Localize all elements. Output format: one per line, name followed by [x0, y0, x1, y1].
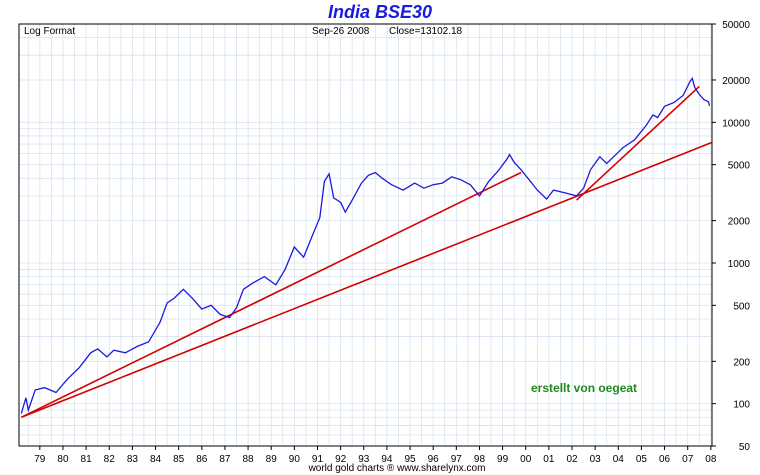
date-label: Sep-26 2008: [312, 26, 370, 37]
x-tick-label: 92: [335, 454, 347, 465]
y-tick-label: 10000: [722, 118, 750, 129]
x-tick-label: 07: [682, 454, 694, 465]
x-tick-label: 88: [243, 454, 255, 465]
price-series-line: [20, 77, 711, 414]
x-tick-label: 80: [57, 454, 69, 465]
x-tick-label: 86: [196, 454, 208, 465]
x-tick-label: 06: [659, 454, 671, 465]
trend-line: [21, 141, 713, 419]
x-tick-label: 85: [173, 454, 185, 465]
close-label: Close=13102.18: [389, 26, 463, 37]
y-tick-label: 500: [733, 301, 750, 312]
trendlines: [20, 85, 713, 419]
x-tick-label: 90: [289, 454, 301, 465]
x-tick-label: 84: [150, 454, 162, 465]
x-tick-label: 00: [520, 454, 532, 465]
y-tick-label: 50: [739, 442, 751, 453]
y-tick-label: 50000: [722, 20, 750, 31]
x-tick-label: 03: [590, 454, 602, 465]
x-tick-label: 82: [104, 454, 116, 465]
y-tick-label: 100: [733, 400, 750, 411]
chart-title: India BSE30: [328, 2, 432, 22]
x-tick-label: 08: [705, 454, 717, 465]
x-axis-ticks: 79 80 81 82 83 84 85 86 87 88 89 90 91 92 93 94 95 96 97 98…: [34, 446, 717, 465]
x-tick-label: 95: [404, 454, 416, 465]
x-tick-label: 96: [428, 454, 440, 465]
y-tick-label: 2000: [728, 217, 751, 228]
x-tick-label: 94: [381, 454, 393, 465]
y-tick-label: 200: [733, 357, 750, 368]
x-tick-label: 99: [497, 454, 509, 465]
trend-line: [20, 171, 522, 419]
y-tick-label: 1000: [728, 259, 751, 270]
y-axis-ticks: 50 100 200 500 1000 2000 5000 10000 20000 50000: [712, 20, 750, 453]
x-tick-label: 04: [613, 454, 625, 465]
plot-frame: [18, 23, 713, 447]
x-tick-label: 01: [543, 454, 555, 465]
scale-label: Log Format: [24, 26, 75, 37]
annotation-text: erstellt von oegeat: [531, 381, 637, 395]
x-tick-label: 05: [636, 454, 648, 465]
x-tick-label: 79: [34, 454, 46, 465]
x-tick-label: 98: [474, 454, 486, 465]
x-tick-label: 91: [312, 454, 324, 465]
x-tick-label: 87: [219, 454, 231, 465]
x-tick-label: 83: [127, 454, 139, 465]
x-tick-label: 89: [266, 454, 278, 465]
x-tick-label: 97: [451, 454, 463, 465]
x-tick-label: 93: [358, 454, 370, 465]
trend-line: [576, 85, 700, 201]
footer-credit: world gold charts ® www.sharelynx.com: [308, 463, 486, 474]
y-tick-label: 20000: [722, 76, 750, 87]
x-tick-label: 81: [81, 454, 93, 465]
y-tick-label: 5000: [728, 161, 751, 172]
x-tick-label: 02: [566, 454, 578, 465]
